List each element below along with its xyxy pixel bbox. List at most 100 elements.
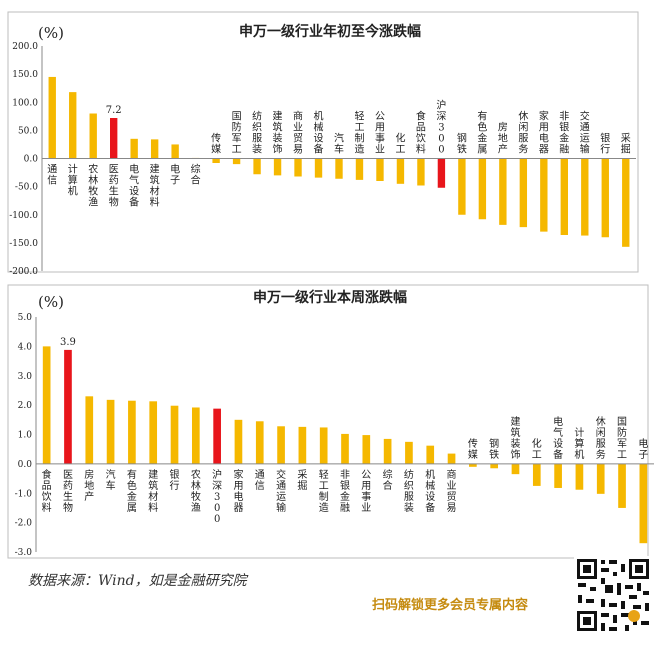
bar-公用事业 — [376, 158, 384, 181]
category-label-纺织服装: 纺织服装 — [252, 110, 262, 156]
bar-采掘 — [622, 158, 630, 247]
bar-计算机 — [575, 463, 584, 490]
bar-通信 — [255, 421, 264, 464]
y-tick-label: 200.0 — [12, 42, 38, 52]
data-label-医药生物: 3.9 — [60, 337, 76, 348]
y-tick-label: -200.0 — [9, 267, 38, 277]
category-label-食品饮料: 食品饮料 — [416, 110, 426, 156]
bar-钢铁 — [458, 158, 466, 215]
bar-通信 — [48, 76, 56, 159]
y-tick-label: 100.0 — [12, 98, 38, 108]
category-label-建筑装饰: 建筑装饰 — [273, 110, 283, 156]
bar-家用电器 — [234, 419, 243, 464]
category-label-公用事业: 公用事业 — [375, 112, 385, 156]
y-tick-label: -50.0 — [15, 183, 38, 193]
bar-传媒 — [469, 463, 477, 467]
bar-房地产 — [85, 396, 94, 464]
bar-综合 — [383, 438, 392, 464]
category-label-房地产: 房地产 — [84, 468, 94, 503]
category-label-钢铁: 钢铁 — [489, 437, 499, 461]
category-label-医药生物: 医药生物 — [109, 164, 119, 209]
category-label-农林牧渔: 农林牧渔 — [191, 468, 201, 514]
category-label-家用电器: 家用电器 — [233, 468, 243, 514]
category-label-计算机: 计算机 — [574, 426, 584, 461]
data-label-医药生物: 7.2 — [106, 105, 122, 116]
category-label-国防军工: 国防军工 — [232, 111, 242, 156]
bar-传媒 — [212, 158, 220, 163]
category-label-非银金融: 非银金融 — [559, 111, 569, 156]
category-label-家用电器: 家用电器 — [539, 110, 549, 156]
y-tick-label: 0.0 — [18, 460, 33, 470]
bar-商业贸易 — [447, 453, 456, 464]
y-tick-label: -1.0 — [15, 489, 33, 499]
category-label-医药生物: 医药生物 — [63, 469, 73, 514]
category-label-计算机: 计算机 — [68, 163, 78, 198]
category-label-商业贸易: 商业贸易 — [293, 110, 303, 156]
bar-建筑装饰 — [511, 463, 520, 475]
bar-公用事业 — [362, 435, 371, 464]
bar-农林牧渔 — [191, 407, 200, 464]
bar-休闲服务 — [596, 463, 605, 494]
bar-计算机 — [69, 92, 77, 159]
bar-机械设备 — [426, 445, 435, 464]
promo-text[interactable]: 扫码解锁更多会员专属内容 — [372, 598, 529, 613]
chart-frame — [7, 284, 649, 559]
bar-建筑材料 — [150, 139, 159, 159]
bar-有色金属 — [128, 400, 136, 464]
unit-label: (%) — [38, 293, 64, 311]
category-label-传媒: 传媒 — [211, 133, 221, 156]
bar-食品饮料 — [42, 346, 51, 464]
bar-房地产 — [499, 158, 507, 225]
y-tick-label: 3.0 — [18, 372, 33, 382]
bar-化工 — [532, 463, 541, 486]
bar-医药生物 — [64, 349, 72, 464]
category-label-综合: 综合 — [383, 468, 393, 492]
category-label-公用事业: 公用事业 — [361, 470, 371, 514]
y-tick-label: -3.0 — [15, 548, 33, 558]
bar-非银金融 — [341, 433, 349, 464]
category-label-传媒: 传媒 — [468, 438, 478, 461]
category-label-化工: 化工 — [532, 437, 542, 461]
category-label-通信: 通信 — [255, 469, 265, 492]
bar-电气设备 — [554, 463, 562, 488]
bar-建筑装饰 — [273, 158, 282, 176]
bar-有色金属 — [478, 158, 487, 220]
category-label-通信: 通信 — [47, 164, 57, 187]
bar-电子 — [639, 463, 648, 544]
bar-电气设备 — [130, 138, 138, 159]
bar-化工 — [396, 158, 405, 184]
category-label-采掘: 采掘 — [297, 469, 307, 492]
category-label-钢铁: 钢铁 — [457, 132, 467, 156]
bar-建筑材料 — [149, 401, 158, 464]
y-tick-label: 1.0 — [18, 431, 33, 441]
bar-轻工制造 — [355, 158, 364, 180]
category-label-休闲服务: 休闲服务 — [596, 416, 606, 461]
category-label-综合: 综合 — [191, 163, 201, 187]
bar-医药生物 — [110, 118, 118, 159]
chart-title: 申万一级行业年初至今涨跌幅 — [239, 23, 421, 40]
category-label-建筑材料: 建筑材料 — [150, 163, 160, 209]
category-label-银行: 银行 — [170, 468, 180, 492]
y-tick-label: 2.0 — [18, 401, 33, 411]
y-tick-label: 150.0 — [12, 70, 38, 80]
bar-国防军工 — [232, 158, 241, 165]
qr-code-image[interactable] — [574, 556, 652, 634]
category-label-汽车: 汽车 — [106, 468, 116, 492]
category-label-交通运输: 交通运输 — [276, 468, 286, 514]
bar-国防军工 — [618, 463, 626, 508]
bar-交通运输 — [277, 426, 285, 464]
category-label-轻工制造: 轻工制造 — [354, 110, 364, 156]
category-label-建筑材料: 建筑材料 — [148, 468, 158, 514]
bar-汽车 — [335, 158, 343, 179]
y-tick-label: 50.0 — [18, 126, 38, 136]
category-label-房地产: 房地产 — [498, 121, 508, 156]
y-tick-label: 4.0 — [18, 342, 33, 352]
bar-轻工制造 — [319, 427, 328, 464]
category-label-银行: 银行 — [600, 132, 610, 156]
category-label-交通运输: 交通运输 — [580, 110, 590, 156]
category-label-化工: 化工 — [395, 132, 405, 156]
bar-电子 — [171, 144, 179, 159]
bar-交通运输 — [581, 158, 589, 236]
category-label-轻工制造: 轻工制造 — [319, 468, 329, 514]
